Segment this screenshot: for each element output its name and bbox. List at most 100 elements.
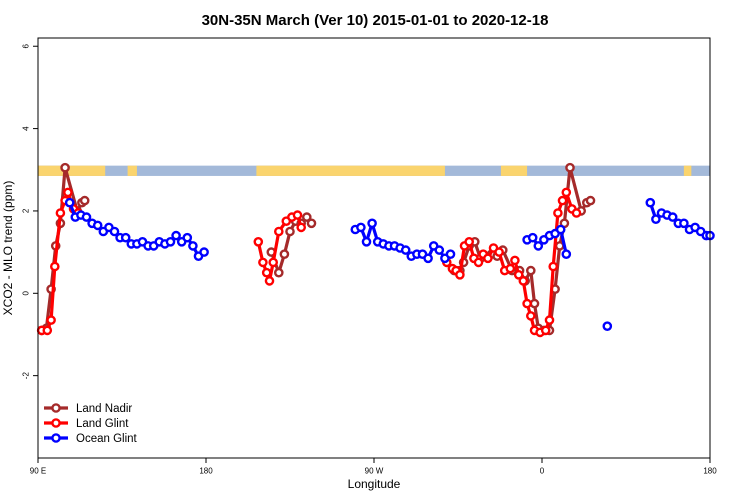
data-point [667, 212, 678, 222]
data-point [279, 249, 290, 259]
data-point [445, 249, 456, 259]
surface-band-land-0 [38, 165, 106, 176]
data-point [540, 325, 551, 336]
data-point [529, 298, 540, 309]
data-point [651, 214, 661, 224]
data-point [473, 257, 484, 268]
data-point [423, 253, 433, 264]
data-point [679, 218, 689, 229]
series-ocean-glint [64, 197, 715, 332]
data-point [182, 232, 193, 243]
x-tick-label: 180 [199, 467, 213, 476]
data-point [645, 197, 656, 208]
data-point [527, 232, 538, 243]
x-tick-label: 180 [703, 467, 717, 476]
series-land-nadir [36, 162, 596, 336]
data-point [361, 236, 372, 247]
legend-label: Ocean Glint [76, 433, 138, 445]
data-point [60, 162, 70, 173]
data-point [544, 315, 555, 325]
data-point [513, 269, 524, 280]
data-point [455, 269, 465, 280]
y-tick-label: -2 [22, 372, 31, 380]
data-point [42, 325, 53, 336]
axes: 90 E 180 90 W 0 180 -2 0 2 4 6 [22, 43, 718, 475]
y-tick-label: 2 [22, 208, 31, 213]
data-point [109, 226, 120, 237]
data-point [505, 263, 516, 274]
data-point [268, 257, 279, 268]
x-tick-label: 0 [540, 467, 545, 476]
data-point [81, 212, 92, 222]
data-point [400, 245, 411, 255]
data-point [522, 298, 532, 309]
data-point [188, 241, 198, 251]
data-point [557, 195, 568, 206]
surface-band [38, 165, 710, 176]
data-point [561, 249, 572, 259]
data-point [548, 261, 559, 272]
data-point [301, 212, 312, 222]
data-point [63, 187, 73, 198]
y-tick-label: 4 [22, 126, 31, 131]
data-point [571, 208, 582, 218]
legend-swatch-marker [51, 433, 61, 443]
legend-item: Land Nadir [44, 403, 132, 415]
surface-band-land-1 [127, 165, 137, 176]
data-point [464, 236, 475, 247]
x-tick-label: 90 W [365, 467, 384, 476]
data-point [92, 220, 103, 231]
data-point [79, 195, 90, 206]
data-point [526, 265, 536, 276]
legend-label: Land Glint [76, 418, 129, 430]
data-point [273, 226, 284, 237]
data-point [285, 226, 295, 237]
data-point [50, 261, 60, 272]
data-point [533, 241, 544, 251]
data-point [120, 232, 131, 243]
legend-swatch-marker [51, 403, 61, 413]
data-point [518, 276, 529, 286]
data-point [199, 247, 209, 257]
data-point [273, 267, 284, 278]
legend-item: Ocean Glint [44, 433, 138, 445]
data-point [526, 311, 536, 321]
data-point [171, 230, 181, 241]
surface-band-land-4 [683, 165, 692, 176]
data-point [434, 245, 445, 255]
series-land-glint [36, 187, 582, 338]
data-point [264, 276, 275, 286]
plot-area [36, 162, 715, 338]
data-point [367, 218, 377, 229]
y-tick-label: 0 [22, 291, 31, 296]
data-point [258, 257, 268, 268]
legend: Land Nadir Land Glint Ocean Glint [44, 403, 138, 445]
data-point [555, 224, 566, 235]
data-point [565, 162, 575, 173]
surface-band-land-3 [500, 165, 528, 176]
data-point [296, 222, 307, 233]
data-point [553, 208, 563, 218]
data-point [55, 208, 66, 218]
data-point [585, 195, 596, 206]
surface-band-land-2 [256, 165, 445, 176]
data-point [165, 236, 176, 247]
data-point [494, 247, 504, 257]
data-point [602, 321, 613, 332]
legend-swatch-marker [51, 418, 61, 428]
y-axis-label: XCO2 - MLO trend (ppm) [1, 181, 15, 316]
data-point [510, 255, 520, 266]
legend-item: Land Glint [44, 418, 129, 430]
data-point [64, 197, 75, 208]
data-point [561, 187, 572, 198]
chart-title: 30N-35N March (Ver 10) 2015-01-01 to 202… [202, 12, 549, 29]
data-point [253, 236, 264, 247]
x-axis-label: Longitude [348, 477, 401, 491]
legend-label: Land Nadir [76, 403, 132, 415]
data-point [356, 222, 366, 233]
x-tick-label: 90 E [30, 467, 46, 476]
data-point [261, 267, 272, 278]
data-point [483, 253, 493, 264]
data-point [46, 315, 56, 325]
